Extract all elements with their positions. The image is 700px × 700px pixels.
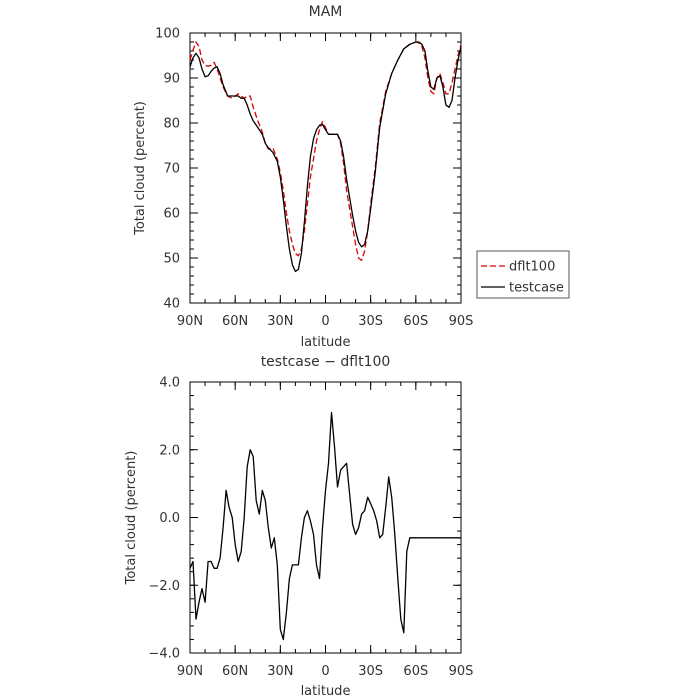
- y-tick-label: 70: [163, 162, 180, 177]
- x-tick-label: 90N: [177, 664, 203, 679]
- y-axis-label: Total cloud (percent): [133, 101, 148, 236]
- x-axis-label: latitude: [301, 335, 351, 350]
- x-tick-label: 90N: [177, 314, 203, 329]
- chart-panel-1: MAM 90N 60N 30N 0 30S 60S 90S 40 50 60 70 80 90 100 lat…: [133, 4, 570, 350]
- x-axis-label: latitude: [301, 684, 351, 699]
- legend-box: [476, 250, 570, 299]
- x-tick-label: 0: [321, 314, 329, 329]
- x-tick-label: 60N: [222, 314, 248, 329]
- y-tick-label: 60: [163, 207, 180, 222]
- x-tick-label: 60S: [403, 664, 428, 679]
- x-tick-label: 30S: [358, 314, 383, 329]
- x-tick-label: 30S: [358, 664, 383, 679]
- x-tick-label: 30N: [267, 664, 293, 679]
- legend: dflt100 testcase: [476, 250, 570, 299]
- y-tick-label: 50: [163, 252, 180, 267]
- series-difference: [189, 411, 462, 641]
- y-tick-label: −2.0: [148, 579, 180, 594]
- y-tick-label: −4.0: [148, 647, 180, 662]
- x-tick-label: 30N: [267, 314, 293, 329]
- y-tick-label: 80: [163, 117, 180, 132]
- y-tick-label: 0.0: [159, 511, 180, 526]
- y-tick-label: 100: [155, 27, 180, 42]
- y-axis-label: Total cloud (percent): [124, 451, 139, 586]
- y-tick-label: 90: [163, 72, 180, 87]
- x-tick-label: 0: [321, 664, 329, 679]
- y-tick-label: 2.0: [159, 443, 180, 458]
- y-tick-label: 40: [163, 297, 180, 312]
- chart-title: MAM: [309, 4, 343, 20]
- chart-title: testcase − dflt100: [261, 354, 391, 370]
- legend-label: dflt100: [509, 260, 555, 275]
- x-tick-label: 90S: [449, 664, 474, 679]
- y-tick-label: 4.0: [159, 376, 180, 391]
- x-tick-label: 90S: [449, 314, 474, 329]
- chart-panel-2: testcase − dflt100 90N 60N 30N 0 30S 60S 90S −4.…: [124, 354, 473, 699]
- series-testcase: [189, 41, 462, 273]
- x-tick-label: 60S: [403, 314, 428, 329]
- legend-label: testcase: [509, 281, 564, 296]
- x-tick-label: 60N: [222, 664, 248, 679]
